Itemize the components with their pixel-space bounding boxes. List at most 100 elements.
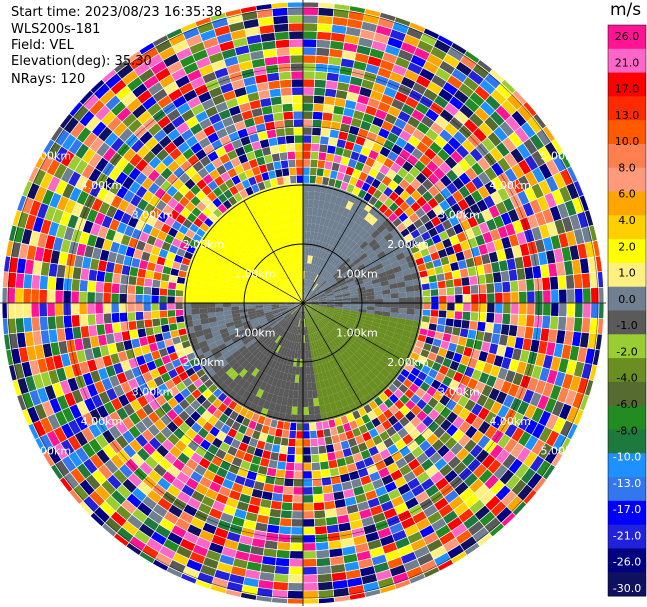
ppi-gate [322, 251, 329, 261]
ppi-gate [359, 199, 369, 210]
ppi-gate [238, 267, 248, 274]
ppi-gate [341, 311, 350, 316]
ppi-gate [339, 283, 348, 289]
ppi-gate [319, 192, 327, 202]
ppi-gate [288, 332, 294, 341]
ppi-gate [312, 273, 318, 282]
ppi-gate [272, 310, 281, 315]
ppi-gate [217, 255, 227, 263]
ppi-gate [541, 315, 552, 330]
ppi-gate [282, 372, 288, 382]
ppi-gate [320, 250, 326, 260]
ppi-gate [240, 249, 250, 258]
ppi-gate [317, 294, 326, 299]
ppi-gate [315, 216, 322, 225]
ppi-gate [324, 311, 333, 316]
ppi-gate [386, 346, 396, 355]
ppi-gate [313, 274, 319, 283]
ppi-gate [300, 303, 303, 311]
ppi-gate [263, 304, 272, 308]
ppi-gate [302, 438, 311, 448]
ppi-gate [322, 234, 329, 244]
ppi-gate [310, 305, 318, 310]
ppi-gate [275, 47, 291, 57]
ppi-gate [382, 307, 391, 313]
ppi-gate [339, 224, 347, 234]
ppi-gate [342, 340, 351, 349]
ppi-gate [291, 308, 298, 315]
ppi-gate [282, 175, 291, 185]
ppi-gate [275, 253, 282, 262]
ppi-gate [302, 542, 317, 552]
ppi-gate [255, 303, 264, 306]
ppi-gate [303, 295, 305, 303]
ppi-gate [338, 253, 346, 262]
ppi-gate [191, 303, 200, 309]
ppi-gate [265, 314, 274, 320]
ppi-gate [158, 309, 169, 319]
ppi-gate [235, 256, 245, 264]
ppi-gate [212, 246, 223, 255]
ppi-gate [110, 312, 121, 324]
ppi-gate [222, 233, 232, 243]
ppi-gate [302, 598, 320, 605]
ppi-gate [204, 265, 214, 274]
ppi-gate [307, 215, 313, 224]
ppi-gate [295, 301, 303, 303]
ppi-gate [211, 330, 221, 338]
ppi-gate [295, 438, 304, 448]
ppi-gate [293, 239, 298, 248]
ppi-gate [351, 243, 360, 253]
ppi-gate [310, 303, 319, 306]
ppi-gate [386, 273, 396, 281]
ppi-gate [290, 264, 295, 273]
ppi-gate [267, 220, 275, 230]
ppi-gate [288, 306, 296, 311]
ppi-gate [244, 340, 254, 349]
ppi-gate [38, 302, 48, 318]
ppi-gate [361, 325, 371, 333]
ppi-gate [368, 216, 378, 226]
azimuth-spoke [200, 243, 304, 304]
ppi-gate [277, 354, 283, 363]
ppi-gate [368, 380, 378, 390]
ppi-gate [404, 279, 414, 287]
ppi-gate [279, 319, 286, 326]
ppi-gate [280, 307, 289, 312]
ppi-gate [287, 298, 296, 301]
ppi-gate [303, 222, 308, 232]
ppi-gate [304, 334, 308, 343]
ppi-gate [365, 288, 375, 293]
ppi-gate [337, 279, 346, 285]
ppi-gate [386, 373, 397, 384]
ppi-gate [302, 174, 311, 184]
ppi-gate [192, 319, 202, 327]
ppi-gate [231, 235, 241, 245]
ppi-gate [293, 382, 299, 391]
ppi-gate [234, 277, 244, 284]
ppi-gate [282, 110, 294, 121]
ppi-gate [286, 314, 293, 322]
ppi-gate [254, 247, 263, 256]
colorbar-tick-label: 4.0 [618, 214, 636, 227]
ppi-gate [286, 224, 292, 233]
ppi-gate [86, 313, 97, 326]
ppi-gate [126, 284, 137, 295]
ppi-gate [380, 368, 390, 378]
ppi-gate [272, 111, 285, 122]
ppi-gate [359, 377, 369, 388]
ppi-gate [142, 302, 152, 312]
ppi-gate [277, 362, 284, 372]
ppi-gate [307, 289, 313, 297]
ppi-gate [302, 46, 317, 56]
ppi-gate [377, 213, 388, 224]
ppi-gate [335, 336, 343, 345]
ppi-gate [414, 290, 423, 298]
ppi-gate [247, 308, 256, 312]
ppi-gate [303, 303, 310, 309]
ring-label: 5.00km [30, 445, 72, 458]
ring-label: 3.00km [132, 209, 174, 222]
ppi-gate [327, 303, 336, 305]
ppi-gate [371, 354, 381, 364]
ppi-gate [353, 246, 363, 255]
